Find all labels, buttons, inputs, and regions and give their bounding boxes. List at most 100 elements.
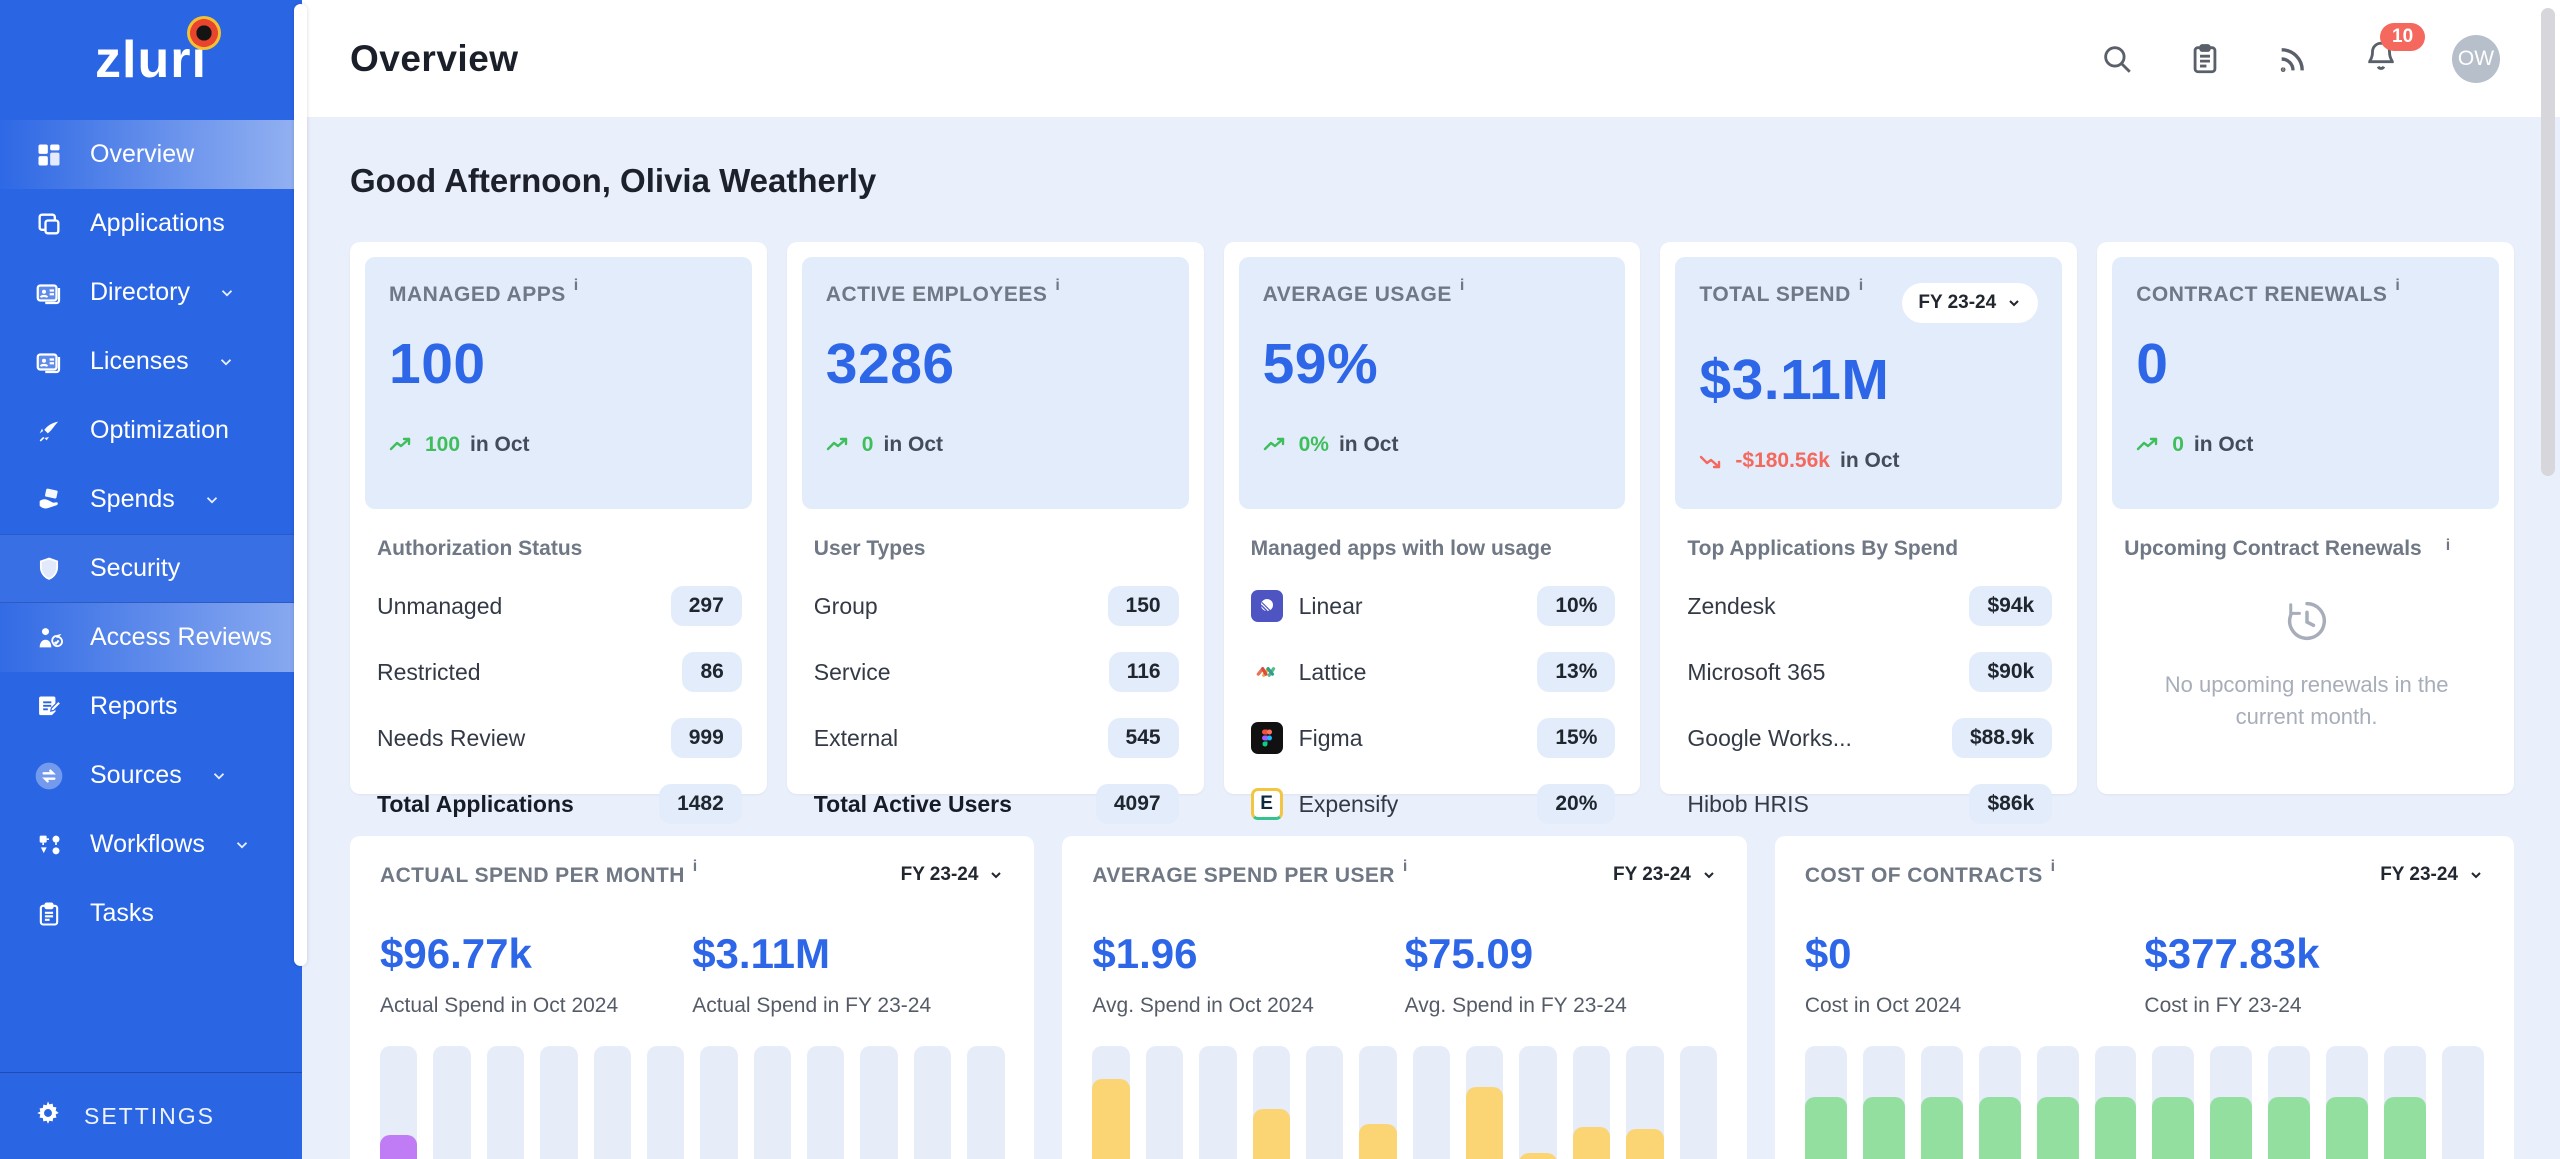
kpi-section: Authorization Status Unmanaged 297 Restr… — [365, 509, 752, 825]
fiscal-year-dropdown[interactable]: FY 23-24 — [1613, 864, 1717, 886]
sidebar-divider — [0, 1072, 302, 1073]
list-item: Total Active Users 4097 — [814, 783, 1179, 825]
fiscal-year-dropdown[interactable]: FY 23-24 — [1902, 283, 2039, 323]
sidebar-item-label: Applications — [90, 209, 225, 237]
bar — [753, 1046, 791, 1159]
list-item: Needs Review 999 — [377, 717, 742, 759]
info-icon[interactable]: i — [1402, 858, 1408, 875]
logo-target-dot-icon — [186, 16, 221, 50]
renewals-empty-state: No upcoming renewals in the current mont… — [2124, 595, 2489, 733]
chevron-down-icon — [2009, 300, 2019, 307]
sidebar-item-access-reviews[interactable]: Access Reviews — [0, 603, 302, 672]
sidebar-item-sources[interactable]: Sources — [0, 741, 302, 810]
person-check-icon — [32, 621, 66, 655]
list-item: Microsoft 365 $90k — [1687, 651, 2053, 693]
info-icon[interactable]: i — [1055, 277, 1060, 294]
sidebar-item-workflows[interactable]: Workflows — [0, 810, 302, 879]
figma-icon — [1250, 722, 1283, 754]
value-badge: 15% — [1537, 718, 1616, 758]
bar — [1862, 1046, 1905, 1159]
chevron-down-icon — [236, 841, 247, 849]
bar — [2442, 1046, 2485, 1159]
kpi-delta-suffix: in Oct — [883, 433, 943, 456]
sidebar-item-tasks[interactable]: Tasks — [0, 879, 302, 948]
rss-feed-icon[interactable] — [2276, 42, 2310, 76]
main-area: Overview 10 OW Good Afternoon, Olivia We… — [302, 0, 2560, 1159]
sidebar-item-applications[interactable]: Applications — [0, 189, 302, 258]
chevron-down-icon — [220, 358, 231, 366]
sidebar-item-reports[interactable]: Reports — [0, 672, 302, 741]
value-badge: 4097 — [1095, 784, 1179, 824]
info-icon[interactable]: i — [573, 277, 579, 294]
bar — [1626, 1046, 1664, 1159]
fiscal-year-dropdown[interactable]: FY 23-24 — [901, 864, 1005, 886]
info-icon[interactable]: i — [1858, 277, 1864, 294]
bar — [860, 1046, 898, 1159]
info-icon[interactable]: i — [1459, 277, 1465, 294]
value-badge: 999 — [670, 718, 742, 758]
bar — [1252, 1046, 1290, 1159]
page-scrollbar[interactable] — [2541, 8, 2555, 476]
bar — [2210, 1046, 2253, 1159]
zluri-logo[interactable]: zlurı — [95, 16, 221, 90]
sidebar-item-label: Reports — [90, 692, 178, 720]
sidebar-scrollbar[interactable] — [294, 4, 307, 966]
kpi-value: 59% — [1262, 332, 1379, 396]
value-badge: $94k — [1969, 586, 2053, 626]
section-title: Upcoming Contract Renewals i — [2124, 537, 2451, 560]
bar — [1519, 1046, 1557, 1159]
fiscal-year-dropdown[interactable]: FY 23-24 — [2380, 864, 2484, 886]
chevron-down-icon — [991, 872, 1002, 879]
info-icon[interactable]: i — [2395, 277, 2400, 294]
stat-value: $3.11M — [692, 930, 830, 977]
kpi-value: 0 — [2136, 332, 2169, 396]
sidebar-item-security[interactable]: Security — [0, 534, 302, 603]
linear-icon — [1250, 590, 1283, 622]
notifications[interactable]: 10 — [2364, 23, 2426, 78]
sidebar-item-directory[interactable]: Directory — [0, 258, 302, 327]
list-item: Figma 15% — [1250, 717, 1616, 759]
kpi-title: TOTAL SPEND — [1699, 283, 1851, 306]
value-badge: 545 — [1107, 718, 1179, 758]
section-title: Managed apps with low usage — [1250, 537, 1552, 560]
empty-message: No upcoming renewals in the current mont… — [2164, 672, 2449, 729]
sidebar-item-label: Licenses — [90, 347, 189, 375]
avatar[interactable]: OW — [2452, 34, 2500, 83]
value-badge: 116 — [1108, 652, 1179, 692]
kpi-card-managed-apps: MANAGED APPS i 100 100 in Oct Authorizat… — [350, 242, 767, 824]
trend-up-icon — [1263, 437, 1284, 451]
stat-value: $0 — [1804, 930, 1852, 977]
section-title: Authorization Status — [377, 537, 583, 560]
sidebar-item-overview[interactable]: Overview — [0, 120, 302, 189]
kpi-delta-value: -$180.56k — [1735, 449, 1830, 472]
settings-label: SETTINGS — [84, 1102, 216, 1129]
bar — [646, 1046, 685, 1159]
bar — [1679, 1046, 1717, 1159]
sidebar-item-label: Overview — [90, 140, 195, 168]
sidebar-item-settings[interactable]: SETTINGS — [0, 1073, 302, 1159]
bar — [1359, 1046, 1397, 1159]
kpi-title: ACTIVE EMPLOYEES — [825, 283, 1048, 306]
info-icon[interactable]: i — [2445, 537, 2451, 554]
info-icon[interactable]: i — [692, 858, 698, 875]
sidebar-item-optimization[interactable]: Optimization — [0, 396, 302, 465]
section-title: User Types — [813, 537, 926, 560]
sidebar-item-label: Spends — [90, 485, 175, 513]
stat-label: Actual Spend in FY 23-24 — [692, 994, 932, 1017]
kpi-panel: CONTRACT RENEWALS i 0 0 in Oct — [2112, 257, 2499, 509]
sidebar-item-spends[interactable]: Spends — [0, 465, 302, 534]
chart-stat-right: $75.09 Avg. Spend in FY 23-24 — [1405, 930, 1717, 1018]
bar — [1466, 1046, 1504, 1159]
lattice-icon — [1251, 656, 1283, 688]
bar — [913, 1046, 952, 1159]
search-icon[interactable] — [2100, 42, 2134, 76]
chart-stat-right: $377.83k Cost in FY 23-24 — [2144, 930, 2484, 1018]
sidebar-item-licenses[interactable]: Licenses — [0, 327, 302, 396]
bell-icon[interactable] — [2364, 39, 2398, 73]
kpi-value: $3.11M — [1699, 348, 1890, 412]
chevron-down-icon — [213, 772, 224, 780]
info-icon[interactable]: i — [2050, 858, 2056, 875]
bar — [2152, 1046, 2195, 1159]
clipboard-icon[interactable] — [2188, 42, 2222, 76]
chart-card-cost-of-contracts: COST OF CONTRACTS i FY 23-24 $0 Cost in … — [1774, 836, 2514, 1159]
